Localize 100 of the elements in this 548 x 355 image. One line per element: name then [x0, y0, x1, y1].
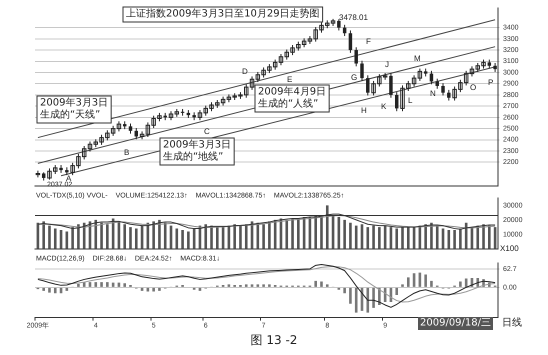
bar — [262, 284, 265, 287]
annotation: M — [414, 54, 421, 64]
annotation: D — [242, 67, 248, 76]
bar — [100, 282, 103, 287]
text: 日线 — [502, 316, 522, 329]
annotation: 2009年4月9日生成的“人线” — [258, 86, 326, 110]
annotation: L — [408, 96, 413, 106]
annotation: H — [361, 106, 367, 116]
annotation: K — [381, 102, 387, 112]
bar — [390, 227, 392, 249]
bar — [222, 227, 224, 249]
bar — [280, 218, 282, 249]
candlestick — [430, 70, 434, 85]
bar — [464, 278, 468, 287]
annotation: P — [488, 78, 494, 88]
annotation: N — [430, 89, 436, 98]
bar — [395, 288, 398, 295]
annotation: B — [124, 148, 130, 158]
bar — [349, 288, 352, 304]
bar — [48, 226, 51, 249]
bar — [332, 216, 334, 249]
bar — [48, 288, 51, 293]
bar — [158, 288, 161, 291]
bar — [453, 230, 456, 249]
bar — [118, 282, 120, 287]
candlestick — [447, 89, 451, 102]
bar — [140, 288, 144, 291]
bar — [100, 222, 103, 249]
bar — [250, 221, 254, 249]
bar — [244, 284, 248, 287]
bar — [66, 231, 68, 249]
bar — [106, 282, 109, 287]
bar — [378, 227, 381, 249]
bar — [360, 224, 364, 249]
bar — [470, 227, 474, 249]
candlestick — [342, 24, 346, 37]
bar — [436, 226, 439, 249]
candlestick — [354, 46, 358, 67]
bar — [170, 226, 172, 249]
bar — [314, 280, 317, 287]
bar — [77, 284, 80, 287]
bar — [216, 227, 219, 249]
candlestick — [394, 92, 398, 112]
bar — [123, 283, 126, 287]
annotation: 2009/09/18/三 — [420, 318, 492, 329]
bar — [482, 224, 485, 249]
bar — [129, 227, 132, 249]
bar — [349, 222, 352, 249]
bar — [268, 284, 271, 287]
bar — [401, 227, 404, 249]
candlestick — [134, 128, 138, 140]
bar — [354, 226, 358, 249]
candlestick — [366, 74, 370, 96]
bar — [152, 288, 155, 292]
bar — [233, 224, 236, 249]
bar — [459, 281, 462, 287]
annotation: 2009年3月3日生成的“地线” — [163, 138, 232, 163]
bar — [146, 288, 150, 292]
candlestick — [348, 30, 352, 54]
annotation: 3478.01 — [339, 13, 368, 22]
bar — [42, 288, 45, 291]
bar — [488, 226, 491, 249]
bar — [60, 230, 62, 249]
bar — [412, 227, 416, 249]
bar — [152, 221, 155, 249]
annotation: F — [366, 37, 371, 46]
bar — [140, 226, 144, 249]
bar — [244, 224, 248, 249]
bar — [308, 216, 312, 249]
chart-title: 上证指数2009年3月3日至10月29日走势图 — [126, 8, 320, 20]
annotation: 2009年3月3日生成的“天线” — [40, 96, 108, 121]
bar — [54, 228, 57, 249]
bar — [338, 216, 340, 249]
bar — [354, 288, 358, 313]
bar — [210, 226, 213, 249]
bar — [326, 284, 329, 287]
bar — [464, 222, 468, 249]
bar — [343, 220, 346, 249]
bar — [94, 282, 98, 287]
bar — [239, 226, 242, 249]
bar — [88, 221, 92, 249]
caption: 图 13 -2 — [250, 333, 298, 348]
bar — [66, 288, 68, 291]
bar — [401, 284, 404, 287]
bar — [395, 228, 398, 249]
bar — [406, 277, 410, 287]
annotation: E — [287, 75, 292, 84]
bar — [250, 284, 254, 287]
bar — [198, 288, 202, 291]
candlestick — [435, 78, 439, 90]
text: X100 — [500, 244, 520, 254]
bar — [36, 222, 40, 249]
bar — [118, 221, 120, 249]
bar — [320, 281, 323, 287]
bar — [192, 228, 196, 249]
bar — [459, 228, 462, 249]
bar — [71, 227, 74, 249]
bar — [123, 224, 126, 249]
bar — [285, 220, 288, 249]
bar — [372, 226, 375, 249]
